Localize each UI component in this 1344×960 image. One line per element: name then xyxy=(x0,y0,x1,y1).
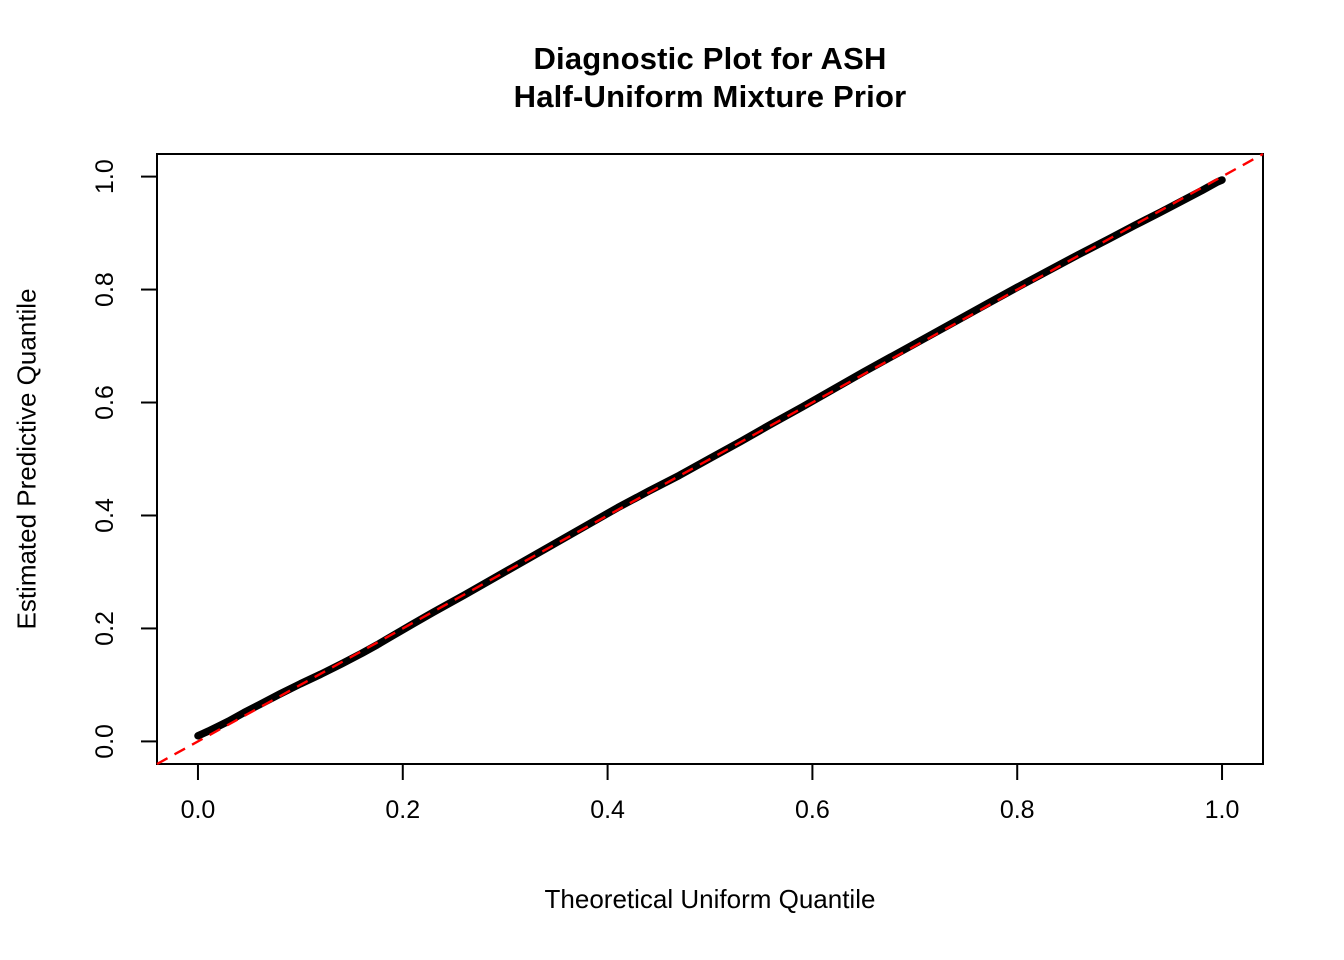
y-axis-label: Estimated Predictive Quantile xyxy=(11,288,42,630)
y-axis-tick-label: 0.8 xyxy=(91,272,119,307)
y-axis-tick-label: 0.0 xyxy=(91,724,119,759)
x-axis-tick-label: 0.2 xyxy=(385,796,420,824)
x-axis-tick-label: 0.6 xyxy=(795,796,830,824)
x-axis-tick-label: 1.0 xyxy=(1205,796,1240,824)
y-axis-tick-label: 0.2 xyxy=(91,611,119,646)
y-axis-tick-label: 1.0 xyxy=(91,159,119,194)
x-axis-tick-label: 0.8 xyxy=(1000,796,1035,824)
x-axis-label: Theoretical Uniform Quantile xyxy=(544,884,876,914)
x-axis-tick-label: 0.0 xyxy=(181,796,216,824)
chart-title: Diagnostic Plot for ASH Half-Uniform Mix… xyxy=(157,40,1263,116)
qq-points-band xyxy=(194,176,1226,740)
y-axis-tick-label: 0.4 xyxy=(91,498,119,533)
x-axis-tick-label: 0.4 xyxy=(590,796,625,824)
reference-line-dashed xyxy=(156,152,1264,766)
chart-title-line1: Diagnostic Plot for ASH xyxy=(533,41,887,76)
plot-box xyxy=(156,153,1264,765)
chart-title-line2: Half-Uniform Mixture Prior xyxy=(513,79,907,114)
y-axis-tick-label: 0.6 xyxy=(91,385,119,420)
